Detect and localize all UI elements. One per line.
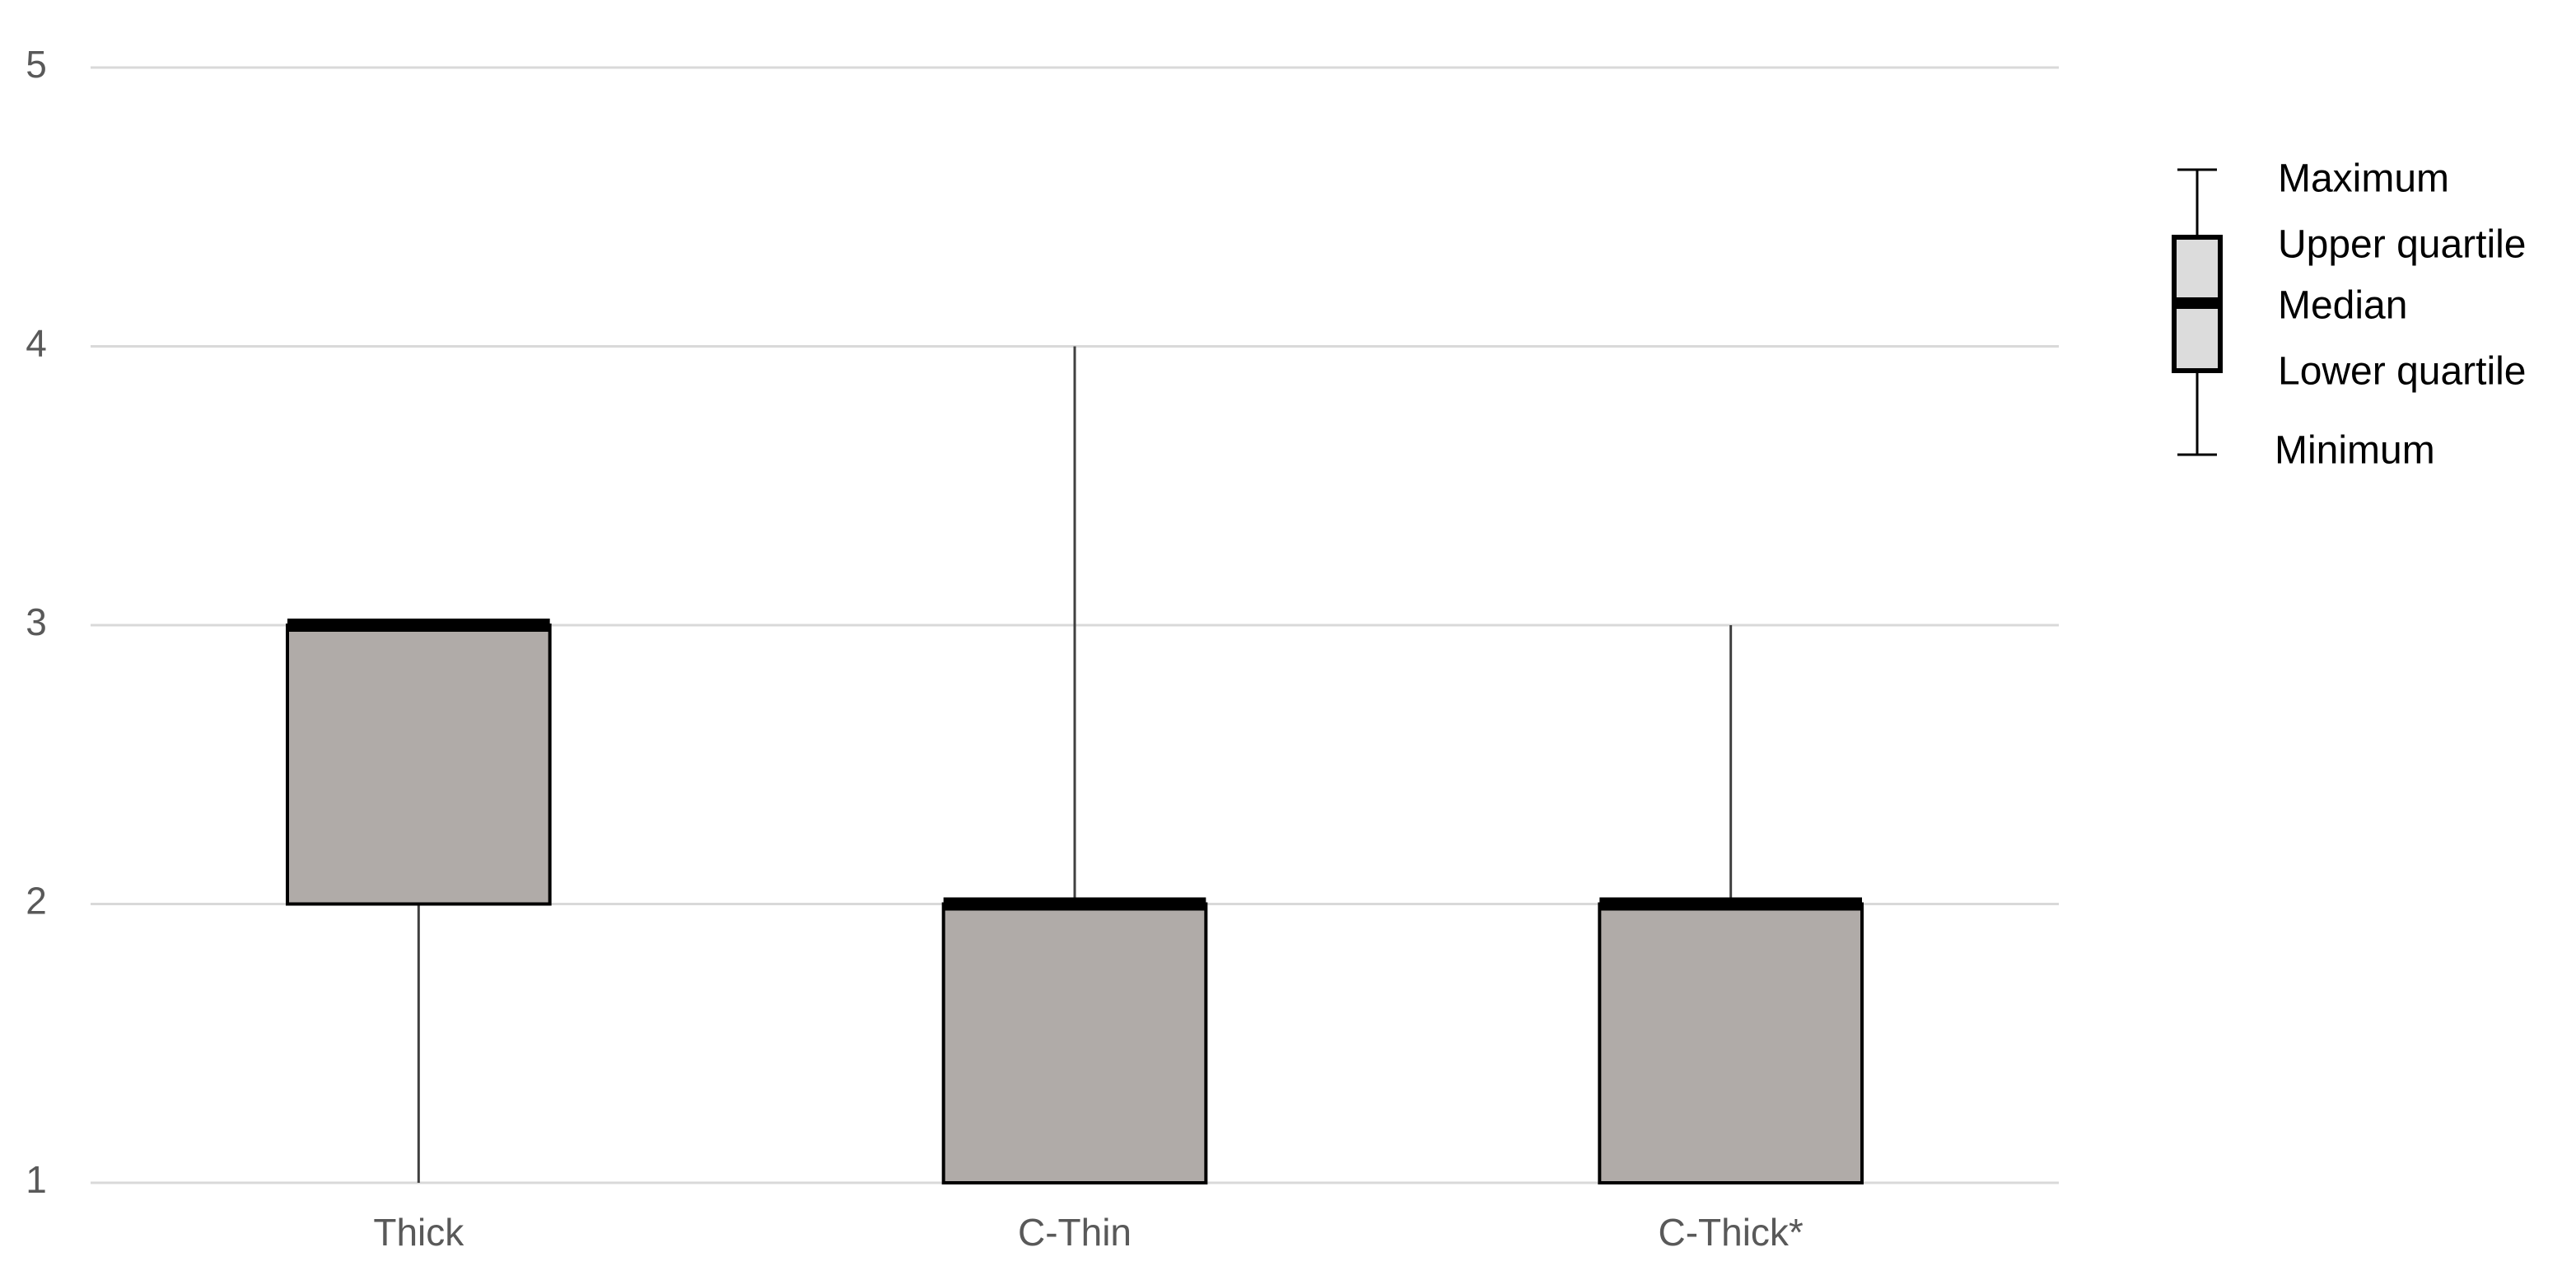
legend-label: Lower quartile: [2278, 350, 2527, 394]
y-tick-label: 1: [26, 1158, 47, 1201]
y-tick-label: 3: [26, 600, 47, 643]
legend-label: Maximum: [2278, 157, 2449, 201]
legend-label: Minimum: [2275, 429, 2435, 473]
y-tick-label: 4: [26, 322, 47, 365]
legend-label: Median: [2278, 284, 2407, 328]
y-tick-label: 5: [26, 43, 47, 86]
box: [286, 624, 552, 906]
box: [1598, 902, 1864, 1184]
legend-label: Upper quartile: [2278, 223, 2527, 267]
x-tick-label: C-Thin: [1018, 1211, 1132, 1254]
x-tick-label: Thick: [373, 1211, 464, 1254]
y-tick-label: 2: [26, 880, 47, 923]
box: [941, 902, 1208, 1184]
x-tick-label: C-Thick*: [1658, 1211, 1803, 1254]
legend: [2172, 168, 2223, 456]
